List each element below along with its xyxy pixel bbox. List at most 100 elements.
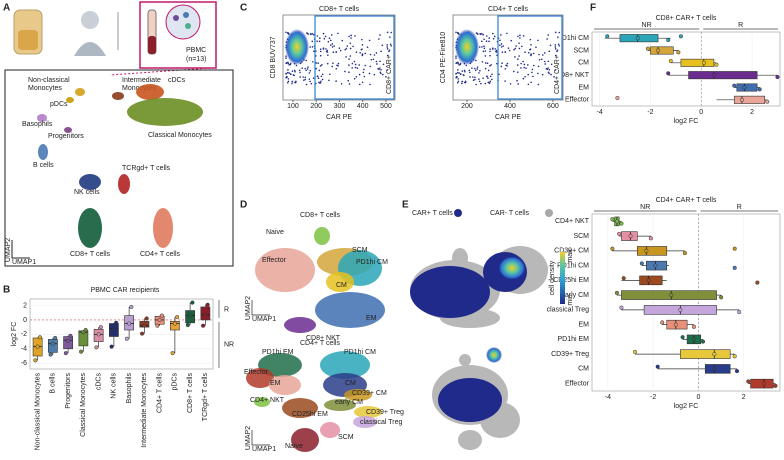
event [287,78,290,80]
x-tick-label: 300 [334,103,346,110]
umap-cluster [291,428,319,452]
event [318,69,321,72]
point [172,321,177,326]
event [485,40,488,43]
event [457,80,460,83]
event [558,31,560,34]
point [755,280,760,285]
umap-cluster [314,227,330,245]
event [336,64,338,67]
umap-axes [251,430,270,446]
event [323,37,326,40]
umap-cluster [324,399,356,411]
event [287,62,290,65]
event [482,50,485,53]
event [458,64,460,66]
event [537,39,539,42]
event [550,63,553,66]
point [63,351,68,356]
event [312,33,315,36]
event [515,45,517,47]
category-label: CM [578,366,589,373]
event [350,34,352,37]
point [66,338,71,343]
event [316,75,319,77]
event [331,65,333,68]
point [746,379,751,384]
point [656,48,661,53]
cluster-label: CD25hi EM [292,411,328,418]
event [544,63,546,65]
event [500,34,502,36]
event [488,37,491,39]
point [719,295,724,300]
box [637,246,668,256]
event [321,78,324,81]
event [372,58,375,61]
point [142,323,147,328]
event [389,43,392,46]
event [547,34,550,36]
event [553,76,555,78]
event [469,71,471,74]
event [319,50,322,53]
legend-label: CAR- T cells [490,210,530,217]
event [380,69,382,71]
cluster-blob [153,208,173,248]
point [170,351,175,356]
event [547,71,550,74]
umap-title: CD8+ T cells [300,212,341,219]
point [37,335,42,340]
x-tick-label: 2 [750,109,754,116]
point [691,337,696,342]
cluster-blob [64,127,72,133]
event [513,48,515,51]
x-axis-label: log2 FC [674,118,699,125]
event [311,40,314,43]
event [380,72,382,75]
event [524,51,526,53]
point [732,354,737,359]
event [359,51,361,54]
umap-title: CD4+ T cells [300,340,341,347]
umap-cluster [255,248,315,292]
event [478,80,481,83]
event [501,51,504,53]
y-tick-label: -2 [21,331,27,338]
event [487,69,490,72]
point [691,324,696,329]
category-label: Progenitors [65,373,72,409]
point [144,316,149,321]
point [111,326,116,331]
event [382,73,384,76]
event [299,71,301,74]
event [491,73,493,76]
x-tick-label: -4 [605,394,611,401]
event [461,70,464,72]
event [471,67,473,69]
cluster-label: CD39+ Treg [366,409,404,416]
event [514,47,517,50]
point [732,83,737,88]
point [35,344,40,349]
x-tick-label: 100 [287,103,299,110]
event [325,50,328,53]
point [190,300,195,305]
event [476,68,479,70]
event [369,65,371,68]
cluster-blob [78,208,102,248]
box [733,95,766,104]
event [455,61,458,64]
cluster-label: CD8+ T cells [70,251,111,258]
event [331,43,334,45]
point [676,50,681,55]
event [484,67,487,70]
event [358,73,361,76]
event [287,31,289,34]
event [345,47,348,50]
event [317,77,320,79]
event [331,46,334,48]
side-label: NR [640,204,650,211]
category-label: classical Treg [547,307,590,314]
event [550,73,552,76]
